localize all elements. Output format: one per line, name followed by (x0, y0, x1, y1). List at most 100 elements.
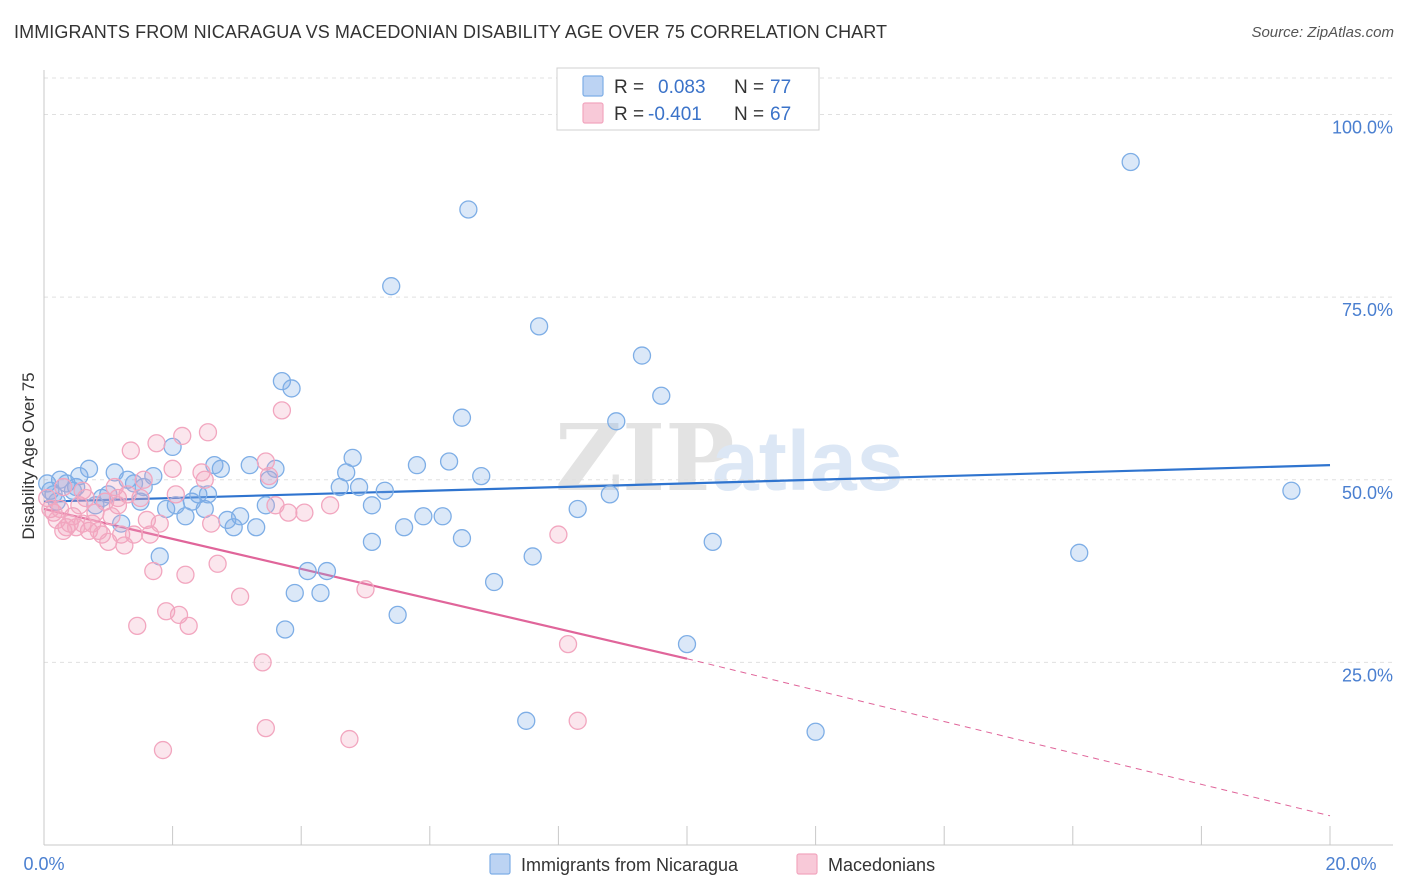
data-point-macedonians (63, 507, 83, 526)
data-point-nicaragua (256, 496, 275, 515)
data-point-macedonians (208, 554, 227, 573)
data-point-macedonians (76, 488, 95, 508)
data-point-macedonians (131, 488, 150, 508)
data-point-nicaragua (198, 485, 218, 504)
data-point-macedonians (150, 514, 169, 533)
data-point-macedonians (70, 496, 89, 515)
series-legend-label-nicaragua: Immigrants from Nicaragua (521, 855, 739, 875)
data-point-nicaragua (523, 547, 542, 566)
data-point-nicaragua (247, 518, 266, 537)
data-point-nicaragua (600, 485, 619, 504)
data-point-nicaragua (459, 200, 478, 219)
data-point-nicaragua (230, 507, 250, 526)
trend-lines (43, 464, 1331, 817)
data-point-macedonians (92, 525, 112, 544)
data-point-macedonians (272, 401, 292, 420)
data-point-nicaragua (285, 583, 304, 603)
x-tick-label-max: 20.0% (1325, 854, 1376, 874)
data-point-macedonians (166, 485, 185, 504)
data-point-nicaragua (433, 507, 452, 526)
series-legend: Immigrants from Nicaragua Macedonians (489, 853, 935, 875)
data-point-nicaragua (275, 620, 295, 639)
data-point-macedonians (230, 587, 250, 606)
data-point-macedonians (295, 503, 314, 522)
chart-title: IMMIGRANTS FROM NICARAGUA VS MACEDONIAN … (14, 22, 888, 42)
data-point-nicaragua (806, 722, 825, 741)
data-point-nicaragua (224, 518, 243, 537)
watermark: ZIP atlas (555, 404, 903, 512)
legend-r-value-1: 0.083 (658, 77, 706, 98)
data-point-nicaragua (70, 466, 89, 486)
data-point-macedonians (259, 466, 279, 486)
data-point-macedonians (176, 565, 195, 584)
data-point-nicaragua (362, 496, 382, 515)
data-point-nicaragua (311, 583, 330, 603)
data-point-macedonians (253, 653, 272, 672)
legend-n-label-1: N = (734, 77, 764, 98)
data-point-nicaragua (1070, 543, 1089, 562)
data-point-macedonians (54, 477, 73, 497)
legend-n-label-2: N = (734, 104, 764, 125)
data-point-nicaragua (388, 605, 407, 625)
y-tick-label: 50.0% (1342, 483, 1393, 503)
data-point-macedonians (144, 561, 163, 581)
series-legend-swatch-nicaragua (489, 853, 511, 875)
trend-line-macedonians (43, 507, 688, 660)
data-point-nicaragua (632, 346, 652, 365)
data-point-macedonians (153, 740, 173, 760)
data-point-nicaragua (382, 277, 401, 296)
data-point-nicaragua (452, 408, 472, 427)
data-point-macedonians (198, 423, 218, 442)
data-point-nicaragua (240, 456, 259, 475)
data-point-macedonians (102, 507, 121, 526)
data-point-nicaragua (439, 452, 459, 471)
data-point-nicaragua (144, 466, 163, 486)
data-point-nicaragua (452, 529, 472, 548)
data-point-macedonians (558, 634, 578, 654)
legend-n-value-1: 77 (770, 77, 791, 98)
y-axis-title: Disability Age Over 75 (19, 372, 38, 539)
data-point-nicaragua (677, 634, 697, 654)
stats-legend: R = 0.083 N = 77 R = -0.401 N = 67 (556, 67, 820, 131)
legend-r-value-2: -0.401 (648, 104, 702, 125)
data-point-macedonians (179, 616, 198, 636)
data-point-nicaragua (1121, 152, 1140, 172)
y-tick-labels: 25.0% 50.0% 75.0% 100.0% (1332, 118, 1393, 686)
data-point-macedonians (568, 711, 587, 730)
data-point-macedonians (112, 525, 131, 544)
data-point-nicaragua (414, 507, 433, 526)
series-legend-label-macedonians: Macedonians (828, 855, 935, 875)
gridlines (44, 77, 1393, 663)
data-point-macedonians (147, 434, 166, 453)
data-point-nicaragua (362, 532, 382, 552)
data-point-nicaragua (607, 412, 626, 431)
data-point-macedonians (121, 441, 140, 460)
data-point-nicaragua (272, 371, 292, 391)
data-point-macedonians (549, 525, 568, 544)
data-point-nicaragua (529, 317, 549, 336)
data-point-macedonians (340, 729, 359, 749)
y-tick-label: 75.0% (1342, 300, 1393, 320)
legend-swatch-nicaragua (582, 75, 604, 97)
legend-r-label-2: R = (614, 104, 644, 125)
y-tick-label: 100.0% (1332, 118, 1393, 138)
watermark-atlas: atlas (712, 414, 903, 508)
data-point-macedonians (108, 488, 128, 508)
data-points (38, 152, 1301, 760)
trend-line-nicaragua (43, 464, 1331, 503)
data-point-macedonians (256, 452, 275, 471)
data-point-macedonians (128, 616, 147, 636)
data-point-macedonians (73, 514, 92, 533)
data-point-nicaragua (484, 572, 504, 592)
data-point-macedonians (256, 718, 275, 738)
data-point-nicaragua (703, 532, 722, 552)
data-point-nicaragua (568, 499, 587, 519)
data-point-nicaragua (282, 379, 301, 398)
trend-line-macedonians-extrapolated (686, 658, 1331, 817)
data-point-nicaragua (79, 459, 99, 478)
data-point-nicaragua (407, 456, 427, 475)
data-point-macedonians (124, 525, 144, 544)
data-point-nicaragua (1282, 481, 1301, 500)
data-point-nicaragua (349, 477, 369, 497)
